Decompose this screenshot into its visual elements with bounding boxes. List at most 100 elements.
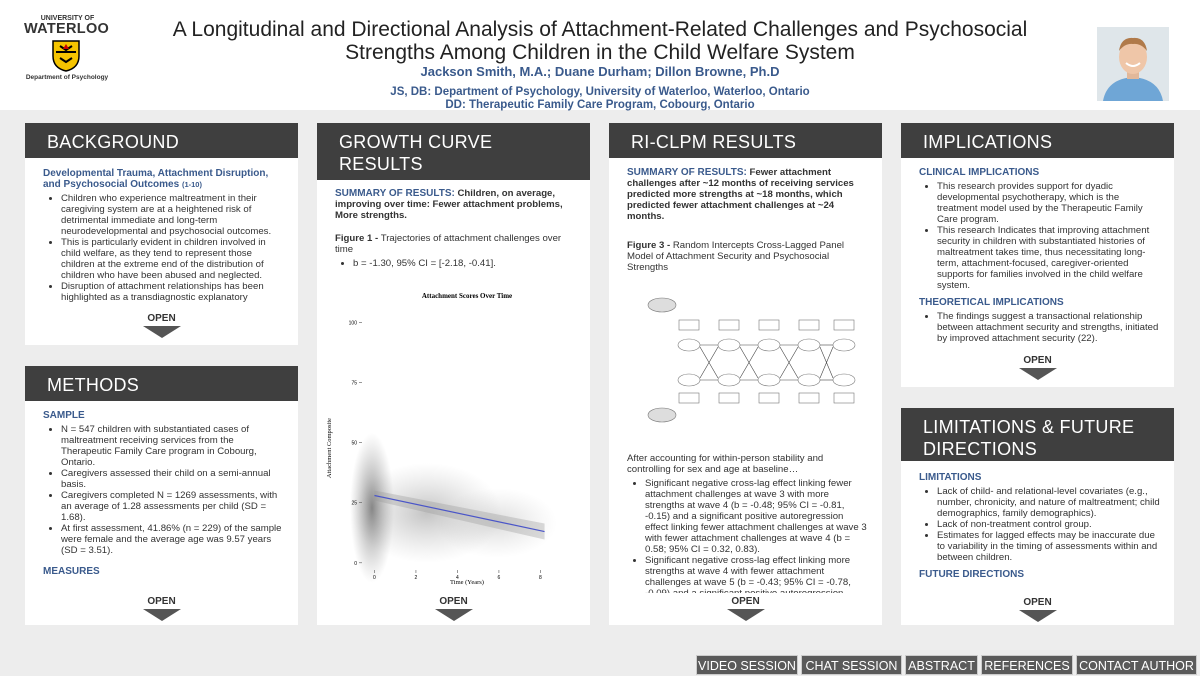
panel-body: SUMMARY OF RESULTS: Children, on average… bbox=[335, 188, 576, 288]
open-button[interactable]: OPEN bbox=[25, 313, 298, 338]
x-tick-label: 2 bbox=[415, 575, 418, 581]
summary: SUMMARY OF RESULTS: Fewer attachment cha… bbox=[627, 167, 868, 222]
open-button[interactable]: OPEN bbox=[901, 597, 1174, 622]
reference: (1-10) bbox=[181, 180, 202, 189]
panel-body: Developmental Trauma, Attachment Disrupt… bbox=[43, 168, 284, 310]
open-button[interactable]: OPEN bbox=[317, 596, 590, 621]
summary: SUMMARY OF RESULTS: Children, on average… bbox=[335, 188, 576, 221]
logo-name: WATERLOO bbox=[24, 21, 110, 37]
bullet: The findings suggest a transactional rel… bbox=[937, 311, 1160, 344]
bullet-list: The findings suggest a transactional rel… bbox=[919, 311, 1160, 344]
bullet: Lack of child- and relational-level cova… bbox=[937, 486, 1160, 519]
open-label[interactable]: OPEN bbox=[147, 313, 176, 324]
y-tick-label: 50 bbox=[351, 441, 357, 447]
bullet: b = -1.30, 95% CI = [-2.18, -0.41]. bbox=[353, 258, 576, 269]
summary-label: SUMMARY OF RESULTS: bbox=[627, 167, 747, 178]
summary-label: SUMMARY OF RESULTS: bbox=[335, 188, 455, 199]
background-panel: BACKGROUND Developmental Trauma, Attachm… bbox=[25, 123, 298, 345]
open-label[interactable]: OPEN bbox=[439, 596, 468, 607]
open-button[interactable]: OPEN bbox=[609, 596, 882, 621]
bullet: This is particularly evident in children… bbox=[61, 237, 284, 281]
nav-button[interactable]: REFERENCES bbox=[981, 655, 1073, 675]
panel-body: SUMMARY OF RESULTS: Fewer attachment cha… bbox=[627, 167, 868, 277]
nav-button[interactable]: CHAT SESSION bbox=[801, 655, 902, 675]
summary-text: Children, on average, improving over tim… bbox=[335, 188, 563, 221]
x-tick-label: 8 bbox=[539, 575, 542, 581]
panel-body: LIMITATIONS Lack of child- and relationa… bbox=[919, 472, 1160, 594]
model-diagram bbox=[647, 297, 856, 423]
y-axis-label: Attachment Composite bbox=[326, 418, 333, 478]
nav-button[interactable]: ABSTRACT bbox=[905, 655, 978, 675]
chart-title: Attachment Scores Over Time bbox=[422, 292, 512, 300]
section-label: LIMITATIONS bbox=[919, 472, 982, 483]
bullet: Lack of non-treatment control group. bbox=[937, 519, 1160, 530]
affiliation: JS, DB: Department of Psychology, Univer… bbox=[390, 86, 810, 98]
nav-button[interactable]: CONTACT AUTHOR bbox=[1076, 655, 1197, 675]
affiliation: DD: Therapeutic Family Care Program, Cob… bbox=[445, 99, 755, 111]
limitations-panel: LIMITATIONS & FUTURE DIRECTIONS LIMITATI… bbox=[901, 408, 1174, 625]
bullet: At first assessment, 41.86% (n = 229) of… bbox=[61, 523, 284, 556]
logo-dept: Department of Psychology bbox=[25, 74, 109, 81]
figure-caption: Figure 3 - Random Intercepts Cross-Lagge… bbox=[627, 240, 868, 273]
subheading: Developmental Trauma, Attachment Disrupt… bbox=[43, 168, 284, 190]
nav-button[interactable]: VIDEO SESSION bbox=[696, 655, 798, 675]
summary-text: Fewer attachment challenges after ~12 mo… bbox=[627, 167, 854, 222]
y-tick-label: 25 bbox=[351, 501, 357, 507]
ci-band bbox=[374, 490, 545, 540]
authors: Jackson Smith, M.A.; Duane Durham; Dillo… bbox=[420, 64, 780, 79]
bullet-list: b = -1.30, 95% CI = [-2.18, -0.41]. bbox=[335, 258, 576, 269]
implications-panel: IMPLICATIONS CLINICAL IMPLICATIONS This … bbox=[901, 123, 1174, 387]
open-label[interactable]: OPEN bbox=[1023, 597, 1052, 608]
open-button[interactable]: OPEN bbox=[901, 355, 1174, 380]
bullet-list: This research provides support for dyadi… bbox=[919, 181, 1160, 291]
bullet-list: Lack of child- and relational-level cova… bbox=[919, 486, 1160, 563]
panel-heading: BACKGROUND bbox=[25, 123, 298, 158]
section-label: MEASURES bbox=[43, 566, 100, 577]
figure-caption-text: Random Intercepts Cross-Lagged Panel Mod… bbox=[627, 240, 845, 273]
x-tick-label: 6 bbox=[498, 575, 501, 581]
logo-shield bbox=[52, 40, 80, 72]
bullet-list: Children who experience maltreatment in … bbox=[43, 193, 284, 303]
bullet: Caregivers completed N = 1269 assessment… bbox=[61, 490, 284, 523]
methods-panel: METHODS SAMPLE N = 547 children with sub… bbox=[25, 366, 298, 625]
bullet: Significant negative cross-lag effect li… bbox=[645, 478, 868, 555]
affiliations: JS, DB: Department of Psychology, Univer… bbox=[135, 86, 1065, 112]
section-label: CLINICAL IMPLICATIONS bbox=[919, 167, 1040, 178]
figure-label: Figure 1 - bbox=[335, 233, 379, 244]
open-button[interactable]: OPEN bbox=[25, 596, 298, 621]
panel-body: SAMPLE N = 547 children with substantiat… bbox=[43, 410, 284, 592]
panel-heading: METHODS bbox=[25, 366, 298, 401]
y-tick-label: 0 bbox=[354, 561, 357, 567]
bullet-list: Significant negative cross-lag effect li… bbox=[627, 478, 868, 593]
bullet-list: N = 547 children with substantiated case… bbox=[43, 424, 284, 556]
header bbox=[0, 0, 1200, 110]
open-label[interactable]: OPEN bbox=[731, 596, 760, 607]
subheading-text: Developmental Trauma, Attachment Disrupt… bbox=[43, 168, 269, 190]
section-label: FUTURE DIRECTIONS bbox=[919, 569, 1024, 580]
bullet: Caregivers assessed their child on a sem… bbox=[61, 468, 284, 490]
bullet: This research Indicates that improving a… bbox=[937, 225, 1160, 291]
logo-university: UNIVERSITY OF bbox=[40, 15, 95, 22]
intro: After accounting for within-person stabi… bbox=[627, 453, 824, 475]
open-label[interactable]: OPEN bbox=[147, 596, 176, 607]
panel-heading: GROWTH CURVE RESULTS bbox=[317, 123, 590, 180]
figure-caption-text: Trajectories of attachment challenges ov… bbox=[335, 233, 562, 255]
figure-label: Figure 3 - bbox=[627, 240, 671, 251]
x-tick-label: 4 bbox=[456, 575, 459, 581]
open-label[interactable]: OPEN bbox=[1023, 355, 1052, 366]
x-tick-label: 0 bbox=[373, 575, 376, 581]
section-label: SAMPLE bbox=[43, 410, 85, 421]
panel-heading: IMPLICATIONS bbox=[901, 123, 1174, 158]
bullet: Children who experience maltreatment in … bbox=[61, 193, 284, 237]
panel-heading: LIMITATIONS & FUTURE DIRECTIONS bbox=[901, 408, 1174, 461]
y-tick-label: 75 bbox=[351, 381, 357, 387]
section-label: THEORETICAL IMPLICATIONS bbox=[919, 297, 1064, 308]
bullet: Significant negative cross-lag effect li… bbox=[645, 555, 868, 593]
figure-caption: Figure 1 - Trajectories of attachment ch… bbox=[335, 233, 576, 255]
poster-title: A Longitudinal and Directional Analysis … bbox=[172, 18, 1028, 64]
scatter-cloud bbox=[437, 488, 557, 558]
x-axis-label: Time (Years) bbox=[450, 579, 484, 586]
bullet: N = 547 children with substantiated case… bbox=[61, 424, 284, 468]
riclpm-panel: RI-CLPM RESULTS SUMMARY OF RESULTS: Fewe… bbox=[609, 123, 882, 625]
